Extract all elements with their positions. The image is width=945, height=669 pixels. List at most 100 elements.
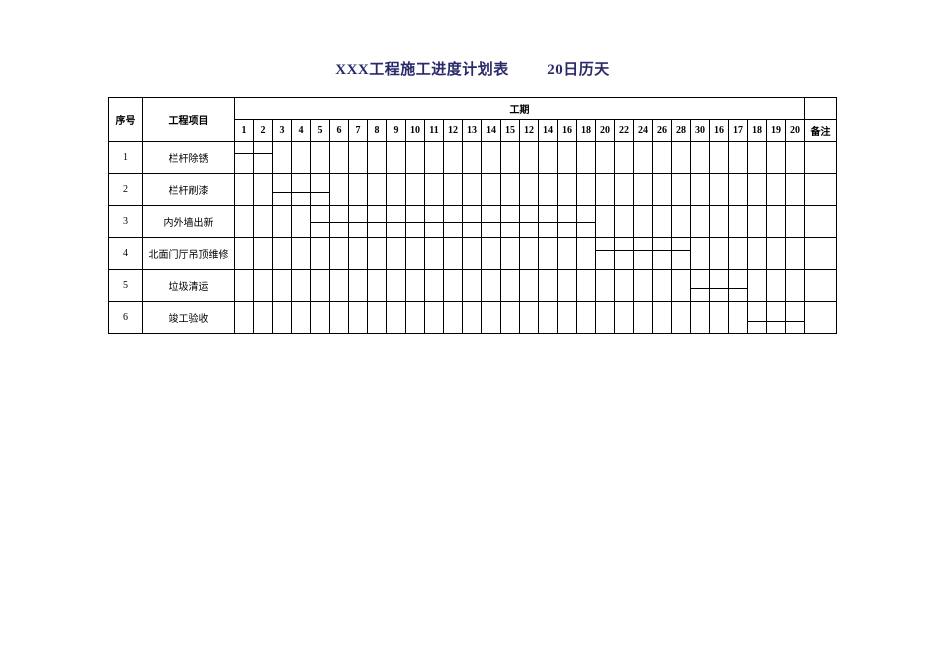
- cell-note: [805, 206, 837, 238]
- cell-day: [406, 174, 425, 206]
- cell-day: [577, 174, 596, 206]
- cell-day: [292, 238, 311, 270]
- cell-day: [387, 302, 406, 334]
- cell-day: [748, 142, 767, 174]
- cell-project-name: 竣工验收: [143, 302, 235, 334]
- cell-day: [311, 238, 330, 270]
- gantt-bar: [235, 153, 273, 154]
- table-row: 4北面门厅吊顶维修: [109, 238, 837, 270]
- cell-day: [710, 206, 729, 238]
- header-day: 16: [710, 120, 729, 142]
- cell-day: [501, 142, 520, 174]
- cell-day: [672, 302, 691, 334]
- cell-note: [805, 238, 837, 270]
- cell-day: [254, 174, 273, 206]
- cell-day: [387, 174, 406, 206]
- cell-day: [729, 270, 748, 302]
- cell-day: [634, 270, 653, 302]
- cell-day: [653, 174, 672, 206]
- cell-day: [387, 142, 406, 174]
- cell-day: [672, 238, 691, 270]
- cell-day: [368, 270, 387, 302]
- cell-day: [501, 302, 520, 334]
- cell-day: [558, 302, 577, 334]
- cell-day: [634, 302, 653, 334]
- table-row: 5垃圾清运: [109, 270, 837, 302]
- table-row: 6竣工验收: [109, 302, 837, 334]
- cell-day: [634, 238, 653, 270]
- cell-day: [691, 302, 710, 334]
- cell-day: [539, 174, 558, 206]
- cell-day: [330, 142, 349, 174]
- cell-day: [349, 142, 368, 174]
- cell-day: [292, 302, 311, 334]
- cell-project-name: 内外墙出新: [143, 206, 235, 238]
- cell-project-name: 栏杆除锈: [143, 142, 235, 174]
- cell-day: [691, 142, 710, 174]
- cell-day: [235, 302, 254, 334]
- header-day: 10: [406, 120, 425, 142]
- cell-day: [710, 174, 729, 206]
- cell-day: [273, 142, 292, 174]
- header-day: 1: [235, 120, 254, 142]
- header-day: 12: [444, 120, 463, 142]
- header-day: 4: [292, 120, 311, 142]
- cell-day: [235, 238, 254, 270]
- cell-day: [615, 142, 634, 174]
- cell-day: [558, 174, 577, 206]
- cell-day: [444, 238, 463, 270]
- cell-day: [235, 206, 254, 238]
- cell-project-name: 栏杆刷漆: [143, 174, 235, 206]
- page: XXX工程施工进度计划表 20日历天 序号 工程项目 工期 1234567891…: [0, 0, 945, 669]
- cell-day: [425, 270, 444, 302]
- cell-project-name: 北面门厅吊顶维修: [143, 238, 235, 270]
- header-day: 9: [387, 120, 406, 142]
- cell-day: [634, 206, 653, 238]
- cell-day: [596, 142, 615, 174]
- cell-note: [805, 174, 837, 206]
- cell-note: [805, 142, 837, 174]
- cell-day: [444, 174, 463, 206]
- header-day: 8: [368, 120, 387, 142]
- cell-day: [254, 206, 273, 238]
- cell-day: [406, 270, 425, 302]
- cell-day: [463, 302, 482, 334]
- cell-day: [273, 302, 292, 334]
- header-project: 工程项目: [143, 98, 235, 142]
- cell-day: [786, 142, 805, 174]
- header-day: 20: [786, 120, 805, 142]
- cell-day: [520, 238, 539, 270]
- cell-day: [691, 174, 710, 206]
- cell-day: [615, 270, 634, 302]
- header-day: 15: [501, 120, 520, 142]
- cell-day: [710, 238, 729, 270]
- cell-day: [501, 174, 520, 206]
- cell-day: [463, 142, 482, 174]
- cell-day: [672, 270, 691, 302]
- cell-day: [634, 142, 653, 174]
- table-row: 3内外墙出新: [109, 206, 837, 238]
- cell-day: [596, 206, 615, 238]
- cell-day: [273, 174, 292, 206]
- cell-day: [615, 302, 634, 334]
- cell-day: [463, 238, 482, 270]
- cell-project-name: 垃圾清运: [143, 270, 235, 302]
- gantt-table: 序号 工程项目 工期 12345678910111213141512141618…: [108, 97, 837, 334]
- header-day: 18: [748, 120, 767, 142]
- header-day: 14: [482, 120, 501, 142]
- cell-day: [577, 270, 596, 302]
- cell-day: [615, 174, 634, 206]
- cell-day: [520, 270, 539, 302]
- cell-day: [482, 270, 501, 302]
- cell-day: [653, 206, 672, 238]
- cell-day: [577, 142, 596, 174]
- cell-day: [311, 174, 330, 206]
- cell-seq: 6: [109, 302, 143, 334]
- header-period: 工期: [235, 98, 805, 120]
- cell-day: [425, 302, 444, 334]
- cell-day: [672, 174, 691, 206]
- cell-day: [501, 238, 520, 270]
- cell-seq: 1: [109, 142, 143, 174]
- cell-day: [254, 270, 273, 302]
- cell-note: [805, 270, 837, 302]
